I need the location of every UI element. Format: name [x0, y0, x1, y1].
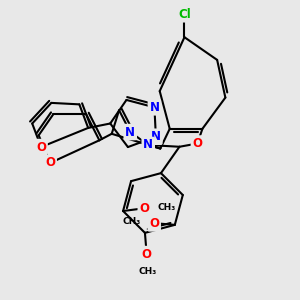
Text: CH₃: CH₃ [123, 218, 141, 226]
Text: O: O [192, 137, 203, 150]
Text: N: N [149, 101, 159, 114]
Text: N: N [125, 125, 135, 139]
Text: O: O [139, 202, 149, 215]
Text: O: O [149, 217, 159, 230]
Text: CH₃: CH₃ [158, 203, 176, 212]
Text: O: O [141, 248, 152, 261]
Text: N: N [151, 130, 161, 143]
Text: O: O [45, 157, 55, 169]
Text: N: N [143, 139, 153, 152]
Text: CH₃: CH₃ [139, 267, 157, 276]
Text: Cl: Cl [178, 8, 191, 21]
Text: O: O [36, 141, 46, 154]
